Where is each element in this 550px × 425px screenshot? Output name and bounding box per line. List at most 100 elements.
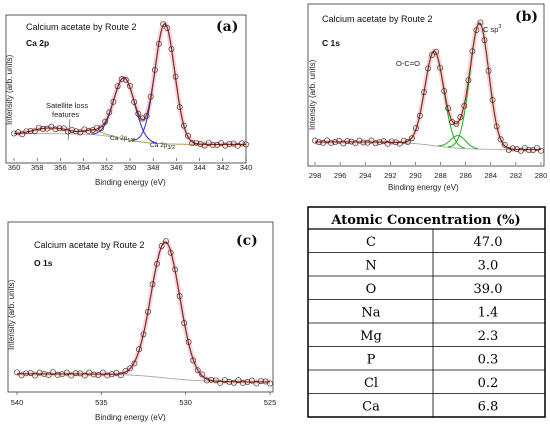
- data-point-1-26: [417, 112, 423, 119]
- data-point-1-55: [534, 145, 540, 151]
- data-point-0-3: [23, 128, 30, 135]
- envelope-band-1: [315, 20, 541, 152]
- xtick-label-1-6: 286: [459, 171, 472, 180]
- panel-b: Calcium acetate by Route 2 C 1s (b) Inte…: [307, 3, 547, 192]
- data-point-0-20: [93, 124, 100, 131]
- satellite-arrow: [67, 118, 71, 141]
- annotation-ca2p32: Ca 2p3/2: [150, 142, 175, 151]
- annotation-satellite-1: Satellite loss: [46, 101, 88, 110]
- panel-a-xlabel: Binding energy (eV): [95, 178, 166, 187]
- panel-a-ylabel: Intensity (arb. units): [5, 54, 14, 125]
- fit-line-1: [315, 22, 541, 151]
- data-point-0-42: [185, 132, 191, 139]
- data-point-1-15: [372, 140, 379, 147]
- fit-line-2: [17, 241, 270, 383]
- data-point-2-23: [118, 372, 124, 379]
- data-point-1-22: [400, 137, 407, 144]
- data-point-1-24: [408, 135, 415, 142]
- data-point-1-35: [453, 120, 460, 127]
- data-point-0-32: [143, 113, 150, 120]
- xtick-label-1-5: 288: [434, 171, 447, 180]
- data-point-1-34: [449, 119, 456, 125]
- data-point-2-38: [185, 339, 192, 345]
- data-point-0-18: [85, 128, 92, 134]
- xtick-label-1-4: 290: [409, 171, 422, 180]
- data-point-2-19: [99, 369, 106, 376]
- data-point-0-44: [193, 139, 200, 146]
- data-point-2-2: [23, 370, 29, 377]
- panel-b-letter: (b): [515, 9, 538, 25]
- data-point-0-43: [189, 140, 196, 147]
- data-point-2-48: [230, 379, 237, 386]
- annotation-ca2p12: Ca 2p1/2: [110, 135, 135, 144]
- data-point-0-55: [238, 140, 245, 147]
- data-point-0-12: [60, 125, 67, 132]
- annotation-ococ: O-C=O: [396, 59, 420, 68]
- data-point-1-12: [360, 139, 367, 146]
- data-point-2-35: [172, 266, 179, 273]
- panel-c-title: Calcium acetate by Route 2: [34, 240, 145, 250]
- data-point-0-5: [31, 128, 38, 135]
- data-point-1-46: [497, 136, 504, 143]
- data-point-1-53: [525, 147, 532, 153]
- panel-b-subtitle: C 1s: [322, 38, 340, 48]
- data-point-1-19: [388, 138, 395, 145]
- panel-b-ylabel: Intensity (arb. units): [308, 59, 317, 130]
- table-header: Atomic Concentration (%): [330, 213, 520, 228]
- table-element-7: Ca: [362, 399, 380, 414]
- xtick-label-0-4: 352: [101, 163, 114, 172]
- data-point-2-54: [258, 378, 264, 384]
- panel-c-xticks: 540 535 530 525: [11, 392, 277, 407]
- data-point-2-5: [36, 369, 43, 376]
- data-point-2-33: [163, 238, 169, 245]
- panel-c-ylabel: Intensity (arb. units): [7, 279, 16, 350]
- xtick-label-1-8: 282: [510, 171, 523, 180]
- data-point-0-33: [147, 93, 154, 100]
- data-point-2-41: [199, 371, 206, 378]
- xtick-label-2-3: 525: [264, 398, 277, 407]
- data-point-1-37: [461, 103, 468, 109]
- data-point-1-31: [437, 64, 444, 71]
- panel-c: Calcium acetate by Route 2 O 1s (c) Inte…: [7, 221, 277, 422]
- data-point-0-14: [69, 127, 75, 133]
- data-point-1-25: [412, 125, 419, 132]
- table-value-3: 1.4: [478, 305, 499, 320]
- data-point-2-53: [253, 380, 260, 387]
- data-point-2-0: [14, 369, 20, 376]
- panel-b-plot: [312, 19, 544, 154]
- data-point-1-51: [517, 147, 524, 154]
- xtick-label-0-9: 342: [217, 163, 230, 172]
- annotation-satellite-2: features: [52, 110, 79, 119]
- xtick-label-0-0: 360: [8, 163, 21, 172]
- data-point-2-34: [167, 249, 174, 256]
- table-value-5: 0.3: [478, 352, 499, 367]
- data-point-0-24: [110, 98, 117, 105]
- data-point-0-48: [209, 142, 216, 148]
- data-point-2-47: [226, 378, 233, 385]
- data-point-1-6: [336, 137, 343, 144]
- table-element-0: C: [366, 235, 376, 250]
- data-point-2-20: [104, 372, 111, 379]
- data-point-2-8: [50, 369, 57, 376]
- data-point-1-4: [328, 140, 335, 146]
- panel-a: Calcium acetate by Route 2 Ca 2p (a) Int…: [5, 14, 252, 187]
- data-point-1-56: [538, 147, 544, 154]
- data-point-1-8: [344, 138, 351, 145]
- data-point-1-21: [396, 140, 403, 147]
- data-point-2-4: [32, 372, 38, 379]
- component-1-2: [447, 22, 511, 150]
- data-point-2-50: [239, 380, 246, 386]
- data-point-2-56: [267, 380, 273, 387]
- data-point-1-28: [425, 65, 431, 72]
- data-point-2-37: [181, 320, 188, 326]
- data-point-0-45: [197, 141, 204, 147]
- xtick-label-1-7: 284: [485, 171, 498, 180]
- data-point-1-23: [404, 139, 411, 145]
- table-element-4: Mg: [360, 329, 382, 344]
- data-point-1-17: [380, 138, 387, 145]
- data-point-1-16: [376, 139, 383, 145]
- data-point-1-40: [473, 27, 480, 34]
- table-rows: C 47.0 N 3.0 O 39.0 Na 1.4 Mg 2.3 P 0.3 Cl 0.2 Ca 6.8: [308, 229, 545, 417]
- data-point-1-1: [316, 139, 322, 146]
